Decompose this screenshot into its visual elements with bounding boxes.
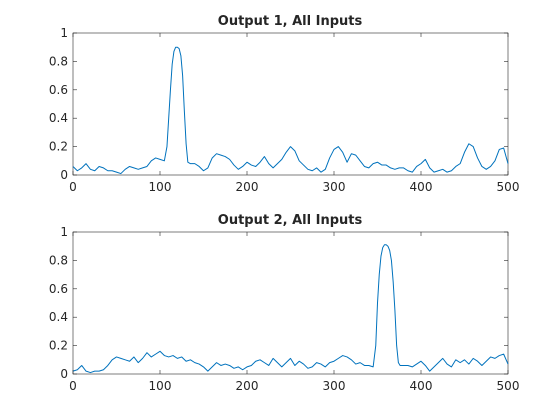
x-tick-label: 200 [236,379,259,393]
y-tick-label: 0.6 [49,83,68,97]
x-tick-label: 100 [149,379,172,393]
x-tick-label: 0 [69,379,77,393]
subplot-output-2: Output 2, All Inputs 0 100 200 300 400 500 0 0.… [49,213,520,393]
y-tick-label: 1 [60,26,68,40]
subplot-output-1: Output 1, All Inputs 0 100 200 300 400 500 0 0.… [49,14,520,194]
y-tick-label: 0.8 [49,253,68,267]
axes-box-output-1 [72,32,509,176]
x-tick-label: 500 [497,180,520,194]
x-tick-label: 200 [236,180,259,194]
series-line-output-2 [72,244,509,374]
y-tick-label: 1 [60,225,68,239]
y-tick-label: 0.4 [49,310,68,324]
y-tick-label: 0.6 [49,282,68,296]
y-tick-label: 0 [60,168,68,182]
y-tick-label: 0.8 [49,54,68,68]
y-tick-label: 0.4 [49,111,68,125]
subplot-title-output-1: Output 1, All Inputs [218,14,363,29]
y-tick-label: 0 [60,367,68,381]
axes-box-output-2 [72,231,509,375]
tick-group-output-2: 0 100 200 300 400 500 0 0.2 0.4 0.6 0.8 1 [49,225,520,393]
x-tick-label: 300 [323,379,346,393]
x-tick-label: 400 [410,379,433,393]
y-tick-label: 0.2 [49,140,68,154]
series-line-output-1 [72,46,509,175]
x-tick-label: 400 [410,180,433,194]
y-tick-label: 0.2 [49,339,68,353]
x-tick-label: 500 [497,379,520,393]
x-tick-label: 300 [323,180,346,194]
x-tick-label: 100 [149,180,172,194]
tick-group-output-1: 0 100 200 300 400 500 0 0.2 0.4 0.6 0.8 1 [49,26,520,194]
x-tick-label: 0 [69,180,77,194]
subplot-title-output-2: Output 2, All Inputs [218,213,363,228]
